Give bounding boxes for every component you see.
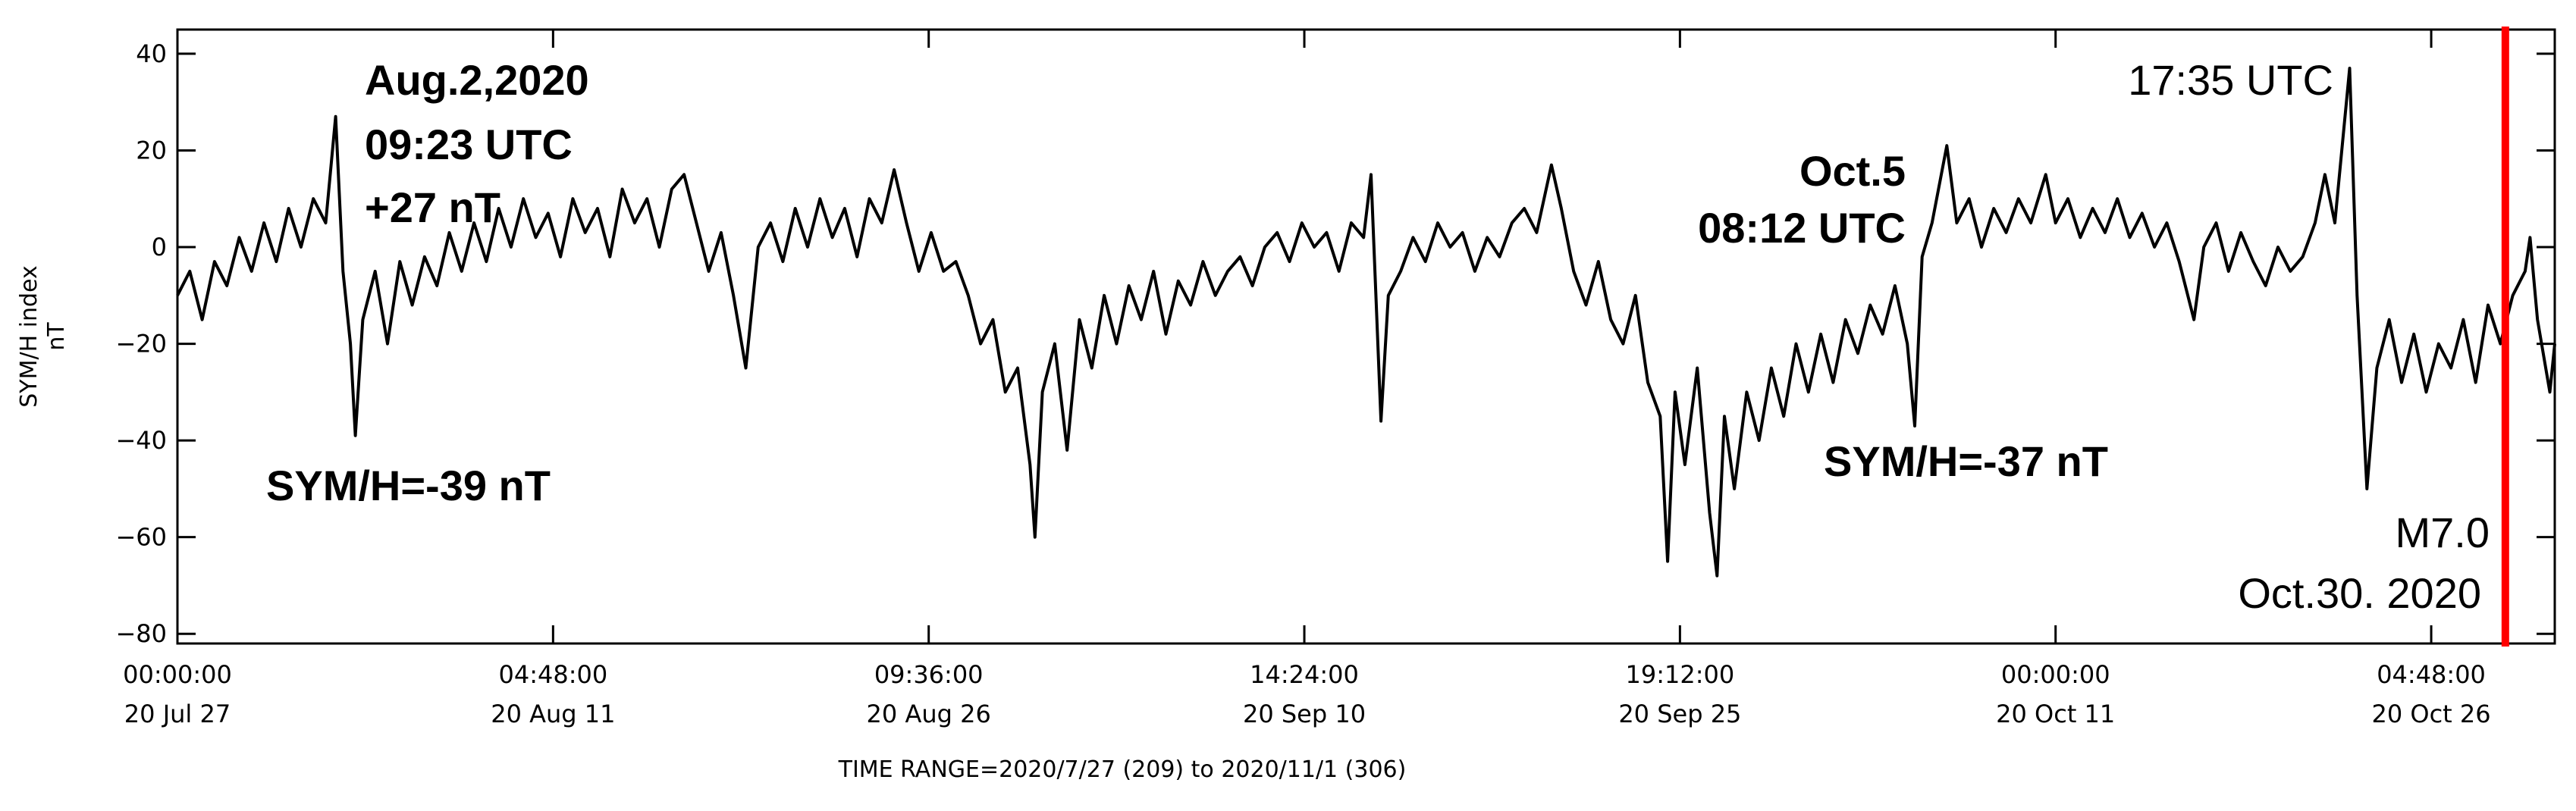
x-tick-label: 04:48:00 (498, 660, 607, 689)
y-tick-label: 0 (152, 233, 167, 261)
x-tick-date: 20 Sep 25 (1618, 700, 1741, 728)
plot-frame (176, 28, 2556, 645)
y-tick-label: −60 (115, 523, 167, 552)
y-tick-label: 40 (136, 39, 167, 68)
x-tick-date: 20 Sep 10 (1243, 700, 1366, 728)
data-line (176, 67, 2556, 578)
x-tick-label: 04:48:00 (2377, 660, 2486, 689)
y-tick-label: −20 (115, 330, 167, 359)
annotation: M7.0 (2396, 509, 2490, 556)
annotation: 09:23 UTC (365, 121, 573, 168)
annotation: 17:35 UTC (2128, 56, 2333, 104)
annotation: 08:12 UTC (1698, 204, 1906, 252)
annotation: Oct.5 (1799, 147, 1906, 195)
y-axis-unit: nT (43, 322, 70, 351)
annotation: +27 nT (365, 183, 500, 231)
x-tick-label: 14:24:00 (1250, 660, 1359, 689)
x-tick-date: 20 Oct 26 (2372, 700, 2491, 728)
x-tick-date: 20 Aug 11 (491, 700, 615, 728)
x-axis-label: TIME RANGE=2020/7/27 (209) to 2020/11/1 … (838, 756, 1407, 783)
y-tick-label: 20 (136, 136, 167, 164)
annotation: SYM/H=-37 nT (1824, 437, 2108, 485)
y-tick-label: −80 (115, 619, 167, 648)
x-tick-label: 00:00:00 (123, 660, 232, 689)
x-tick-label: 19:12:00 (1626, 660, 1735, 689)
x-tick-date: 20 Jul 27 (124, 700, 231, 728)
annotation: SYM/H=-39 nT (266, 462, 551, 509)
annotation: Oct.30. 2020 (2238, 569, 2481, 617)
annotation: Aug.2,2020 (365, 56, 589, 104)
x-tick-label: 09:36:00 (874, 660, 984, 689)
y-axis-label: SYM/H index (16, 265, 42, 408)
x-tick-date: 20 Aug 26 (867, 700, 991, 728)
x-tick-date: 20 Oct 11 (1996, 700, 2115, 728)
y-tick-label: −40 (115, 426, 167, 455)
x-tick-label: 00:00:00 (2001, 660, 2110, 689)
